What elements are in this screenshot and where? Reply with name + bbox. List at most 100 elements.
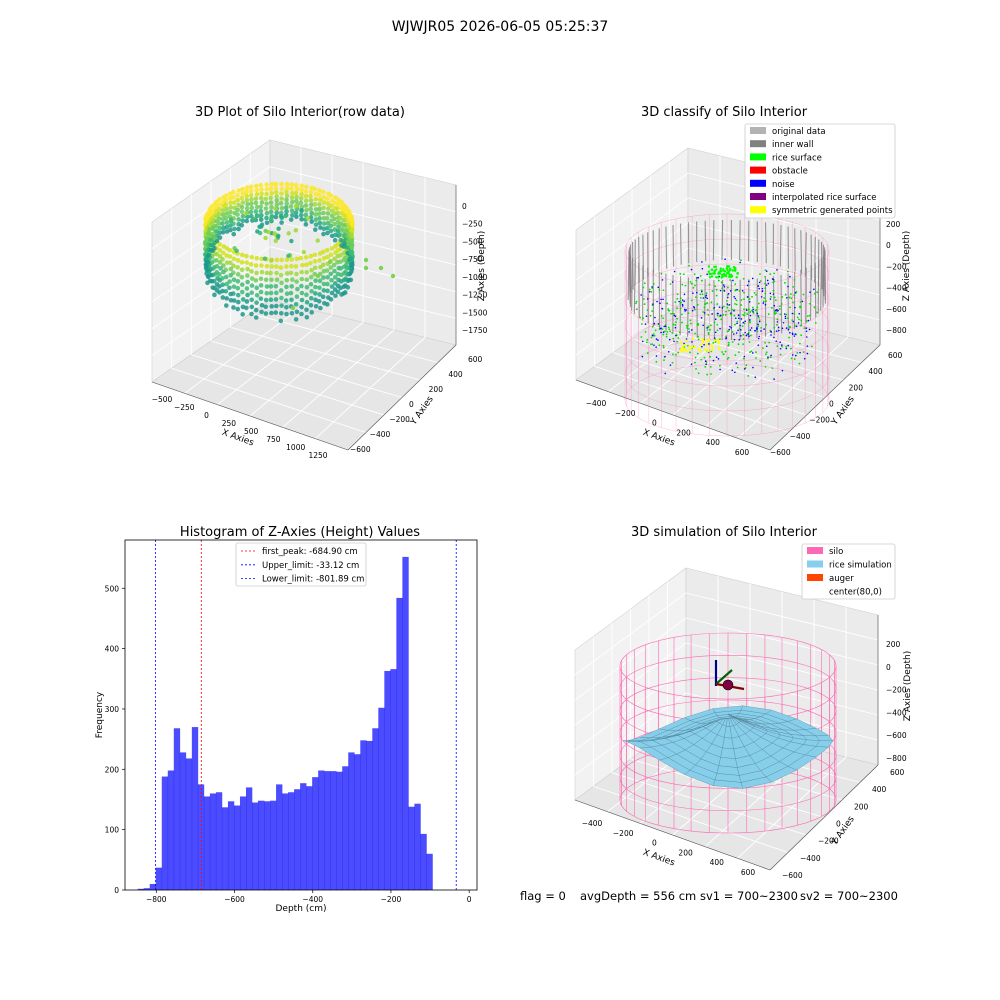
- symmetric-point: [707, 338, 711, 342]
- histogram-bar: [300, 783, 307, 890]
- raw-point: [214, 223, 219, 229]
- raw-point: [299, 283, 304, 289]
- raw-point: [295, 286, 300, 292]
- rice-surface-point: [652, 333, 655, 335]
- rice-surface-point: [788, 326, 791, 329]
- raw-point: [308, 198, 314, 203]
- raw-point: [221, 269, 226, 275]
- rice-surface-point: [635, 302, 637, 305]
- rice-surface-point: [707, 265, 711, 268]
- raw-point: [309, 288, 314, 294]
- raw-point: [304, 269, 309, 275]
- rice-surface-point: [731, 330, 734, 333]
- raw-point: [313, 212, 319, 217]
- rice-surface-point: [667, 308, 670, 311]
- histogram-bar: [239, 796, 247, 890]
- noise-point: [777, 326, 780, 329]
- rice-surface-point: [687, 264, 690, 267]
- raw-point: [258, 289, 264, 295]
- raw-ztick-3: −750: [462, 255, 483, 264]
- sim-ztick-0: 200: [886, 640, 901, 649]
- noise-point: [661, 279, 664, 281]
- raw-point: [273, 303, 279, 309]
- raw-point: [278, 201, 284, 206]
- raw-point: [276, 226, 281, 231]
- raw-point: [228, 291, 233, 297]
- rice-surface-point: [676, 340, 679, 343]
- noise-point: [806, 345, 809, 347]
- rice-surface-point: [660, 272, 663, 275]
- noise-point: [805, 330, 808, 333]
- raw-point: [309, 202, 314, 208]
- rice-surface-point: [670, 312, 672, 315]
- raw-point: [263, 304, 269, 310]
- sim-xtick-2: 0: [652, 839, 657, 848]
- raw-point: [244, 299, 250, 304]
- noise-point: [716, 312, 719, 315]
- raw-point: [329, 277, 334, 283]
- raw-point: [235, 299, 241, 305]
- raw-point: [308, 206, 313, 212]
- raw-point: [255, 229, 260, 234]
- raw-point: [294, 186, 300, 192]
- raw-point: [245, 266, 250, 272]
- panel-classify-yticks: −600 −400 −200 0 200 400 600: [770, 351, 903, 457]
- raw-point: [223, 303, 229, 308]
- sim-legend-label-3: center(80,0): [829, 588, 882, 598]
- rice-surface-point: [699, 275, 702, 277]
- raw-point: [303, 222, 309, 227]
- silo-ring: [624, 213, 830, 287]
- noise-point: [776, 321, 779, 323]
- panel-simulation-zlabel: Z Axies (Depth): [903, 651, 913, 722]
- rice-surface-point: [748, 341, 751, 343]
- raw-point: [335, 206, 340, 211]
- raw-xtick-3: 250: [222, 419, 237, 428]
- noise-point: [641, 355, 644, 358]
- raw-point: [264, 187, 270, 192]
- raw-point: [244, 218, 250, 224]
- rice-surface-point: [677, 351, 680, 354]
- rice-surface-point: [675, 321, 677, 324]
- raw-ytick-6: 600: [468, 355, 483, 364]
- noise-point: [747, 296, 749, 298]
- raw-point: [303, 203, 309, 208]
- noise-point: [766, 279, 769, 282]
- rice-surface-point: [770, 295, 772, 298]
- raw-point: [231, 298, 237, 303]
- noise-point: [664, 372, 667, 375]
- noise-point: [662, 331, 665, 334]
- raw-point: [228, 217, 234, 222]
- raw-point: [304, 299, 310, 305]
- raw-point: [335, 201, 341, 207]
- noise-point: [757, 315, 760, 317]
- raw-point: [205, 280, 210, 286]
- panel-histogram: Histogram of Z-Axies (Height) Values −80…: [95, 525, 478, 914]
- noise-point: [758, 287, 760, 290]
- raw-point: [363, 257, 369, 263]
- raw-point: [259, 263, 264, 268]
- rice-surface-point: [764, 341, 766, 344]
- raw-point: [224, 220, 230, 225]
- raw-point: [308, 281, 314, 287]
- symmetric-point: [705, 343, 708, 347]
- rice-surface-point: [738, 351, 740, 354]
- noise-point: [797, 322, 800, 324]
- rice-surface-point: [764, 282, 766, 285]
- inner-wall-point: [638, 236, 640, 283]
- raw-point: [239, 195, 245, 201]
- cls-legend-swatch-0: [750, 127, 766, 134]
- histogram-bar: [245, 787, 253, 890]
- noise-point: [775, 340, 778, 342]
- noise-point: [713, 306, 716, 309]
- raw-point: [220, 221, 225, 226]
- noise-point: [809, 291, 811, 293]
- auger-center-marker: [722, 679, 734, 691]
- cls-legend-label-3: obstacle: [772, 167, 808, 177]
- rice-surface-point: [706, 302, 709, 305]
- rice-surface-point: [776, 318, 779, 321]
- rice-surface-point: [736, 366, 739, 369]
- noise-point: [733, 333, 735, 335]
- raw-point: [299, 311, 304, 317]
- rice-surface-point: [745, 364, 748, 367]
- noise-point: [659, 302, 661, 305]
